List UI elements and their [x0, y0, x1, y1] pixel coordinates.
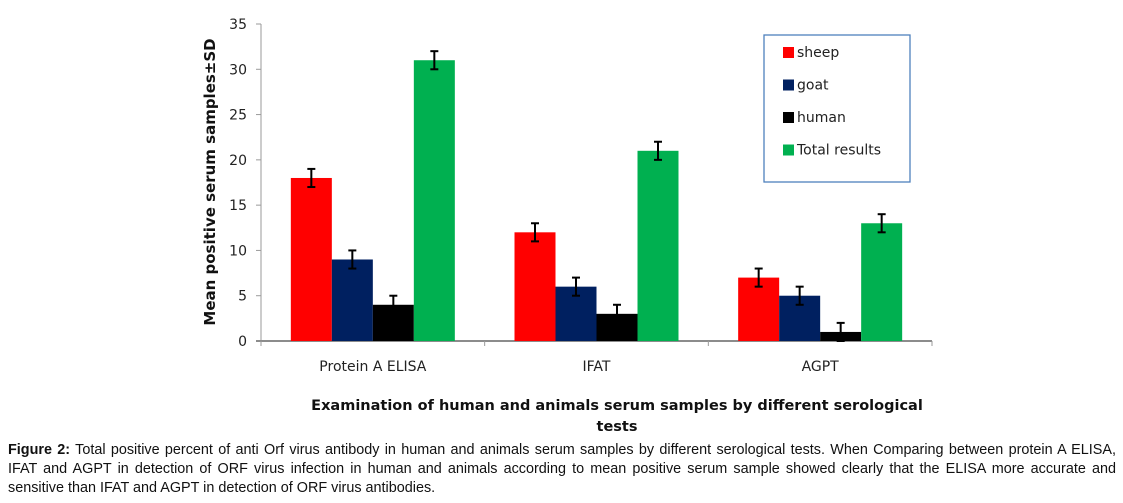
- bar-total-results: [413, 60, 455, 341]
- bar-sheep: [514, 232, 556, 341]
- y-axis: 0 5 10 15 20 25 30 35: [229, 17, 262, 350]
- y-tick-label: 0: [238, 334, 247, 350]
- legend-label: goat: [797, 78, 829, 94]
- bar-sheep: [738, 277, 780, 341]
- bar-chart: 0 5 10 15 20 25 30 35 Protein A ELISA IFAT AGPT M…: [201, 17, 933, 435]
- y-tick-label: 25: [229, 108, 247, 124]
- legend-swatch: [783, 112, 794, 123]
- bar-sheep: [290, 177, 332, 341]
- category-label: Protein A ELISA: [319, 359, 426, 375]
- legend-box: [763, 34, 911, 183]
- legend-label: sheep: [797, 45, 839, 61]
- y-tick-label: 10: [229, 243, 247, 259]
- x-axis: [256, 340, 933, 346]
- figure-caption: Figure 2: Total positive percent of anti…: [8, 441, 1116, 498]
- category-label: AGPT: [802, 359, 840, 375]
- legend-swatch: [783, 79, 794, 91]
- legend-swatch: [783, 144, 794, 156]
- y-axis-title: Mean positive serum samples±SD: [201, 38, 219, 325]
- y-tick-label: 20: [229, 153, 247, 169]
- bar-total-results: [637, 150, 679, 341]
- legend: sheep goat human Total results: [763, 34, 911, 183]
- y-tick-label: 30: [229, 62, 247, 78]
- y-tick-label: 35: [229, 17, 247, 33]
- caption-label: Figure 2:: [8, 442, 71, 458]
- legend-label: Total results: [796, 143, 881, 159]
- bar-goat: [331, 259, 373, 341]
- y-tick-label: 5: [238, 289, 247, 305]
- category-labels: Protein A ELISA IFAT AGPT: [319, 359, 839, 375]
- y-tick-label: 15: [229, 198, 247, 214]
- category-label: IFAT: [583, 359, 611, 375]
- caption-text: Total positive percent of anti Orf virus…: [8, 442, 1116, 496]
- legend-label: human: [797, 110, 846, 126]
- bars: [290, 50, 903, 342]
- legend-swatch: [783, 47, 794, 58]
- x-axis-title-line2: tests: [597, 419, 638, 435]
- x-axis-title-line1: Examination of human and animals serum s…: [311, 398, 923, 414]
- bar-total-results: [861, 223, 903, 341]
